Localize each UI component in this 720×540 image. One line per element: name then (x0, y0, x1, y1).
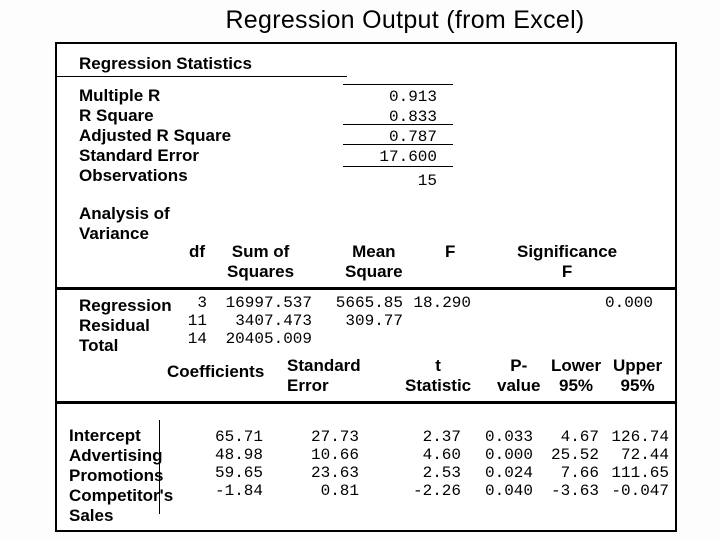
label-obs: Observations (79, 166, 188, 186)
col-ss: Sum of Squares (227, 242, 294, 282)
col-f: F (445, 242, 455, 262)
col-coef: Coefficients (167, 362, 264, 382)
anova-row-total: Total (79, 336, 118, 356)
coef-com-t: -2.26 (405, 482, 461, 500)
slide-title: Regression Output (from Excel) (0, 0, 720, 35)
coef-com-p: 0.040 (477, 482, 533, 500)
anova-res-df: 11 (185, 312, 207, 330)
anova-row-residual: Residual (79, 316, 150, 336)
coef-row-intercept: Intercept (69, 426, 141, 446)
col-hi95: Upper 95% (613, 356, 662, 396)
coef-pro-t: 2.53 (405, 464, 461, 482)
coef-pro-p: 0.024 (477, 464, 533, 482)
coef-row-sales: Sales (69, 506, 113, 526)
col-se: Standard Error (287, 356, 361, 396)
col-lo95: Lower 95% (551, 356, 601, 396)
col-ms: Mean Square (345, 242, 403, 282)
coef-int-lo: 4.67 (543, 428, 599, 446)
label-r-square: R Square (79, 106, 154, 126)
coef-int-t: 2.37 (405, 428, 461, 446)
coef-com-hi: -0.047 (603, 482, 669, 500)
coef-adv-hi: 72.44 (603, 446, 669, 464)
col-df: df (189, 242, 205, 262)
coef-com-coef: -1.84 (199, 482, 263, 500)
anova-tot-df: 14 (185, 330, 207, 348)
anova-tot-ss: 20405.009 (217, 330, 312, 348)
coef-int-se: 27.73 (301, 428, 359, 446)
label-adj-rsq: Adjusted R Square (79, 126, 231, 146)
val-multiple-r: 0.913 (357, 88, 437, 106)
coef-int-coef: 65.71 (199, 428, 263, 446)
anova-reg-ms: 5665.85 (325, 294, 403, 312)
anova-row-regression: Regression (79, 296, 172, 316)
anova-header: Analysis of Variance (79, 204, 170, 244)
stats-header: Regression Statistics (79, 54, 252, 74)
anova-res-ms: 309.77 (325, 312, 403, 330)
coef-adv-se: 10.66 (301, 446, 359, 464)
coef-row-advertising: Advertising (69, 446, 163, 466)
coef-adv-p: 0.000 (477, 446, 533, 464)
label-multiple-r: Multiple R (79, 86, 160, 106)
anova-reg-df: 3 (185, 294, 207, 312)
coef-adv-lo: 25.52 (543, 446, 599, 464)
coef-pro-lo: 7.66 (543, 464, 599, 482)
coef-row-competitor: Competitor's (69, 486, 173, 506)
coef-row-promotions: Promotions (69, 466, 163, 486)
coef-int-hi: 126.74 (603, 428, 669, 446)
anova-res-ss: 3407.473 (217, 312, 312, 330)
coef-adv-t: 4.60 (405, 446, 461, 464)
label-std-error: Standard Error (79, 146, 199, 166)
val-std-error: 17.600 (347, 148, 437, 166)
col-p: P- value (497, 356, 540, 396)
col-sigf: Significance F (517, 242, 617, 282)
coef-com-se: 0.81 (301, 482, 359, 500)
anova-reg-sigf: 0.000 (593, 294, 653, 312)
anova-reg-f: 18.290 (409, 294, 471, 312)
col-t: t Statistic (405, 356, 471, 396)
coef-pro-hi: 111.65 (603, 464, 669, 482)
output-panel: Regression Statistics Multiple R R Squar… (55, 42, 677, 532)
coef-pro-se: 23.63 (301, 464, 359, 482)
coef-adv-coef: 48.98 (199, 446, 263, 464)
coef-com-lo: -3.63 (543, 482, 599, 500)
coef-pro-coef: 59.65 (199, 464, 263, 482)
coef-int-p: 0.033 (477, 428, 533, 446)
val-obs: 15 (357, 172, 437, 190)
anova-reg-ss: 16997.537 (217, 294, 312, 312)
